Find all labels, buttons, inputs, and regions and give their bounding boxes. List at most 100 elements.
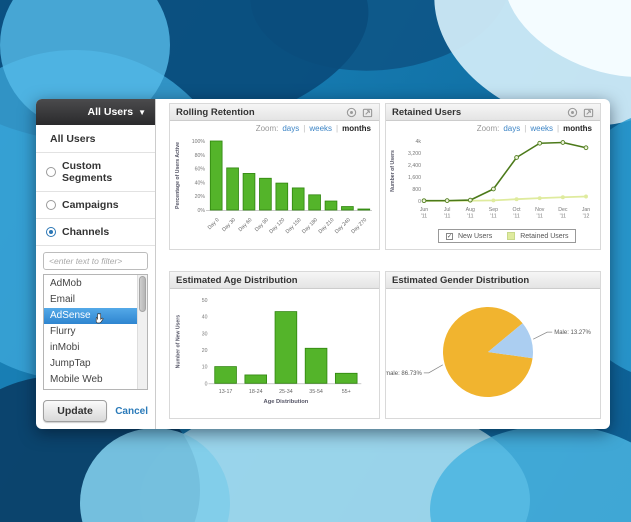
channel-list: AdMob Email AdSense Flurry inMobi JumpTap Mobi… [44, 276, 137, 388]
panel-header: Estimated Gender Distribution [386, 272, 600, 289]
retained-users-chart: 08001,6002,4003,2004kJun'11Jul'11Aug'11S… [390, 139, 590, 220]
svg-text:40%: 40% [195, 180, 206, 186]
zoom-prefix: Zoom: [476, 124, 500, 133]
svg-text:1,600: 1,600 [408, 175, 421, 181]
channel-item-admob[interactable]: AdMob [50, 278, 82, 289]
channel-item-flurry[interactable]: Flurry [50, 326, 76, 337]
svg-text:0%: 0% [198, 208, 206, 214]
zoom-separator: | [303, 124, 306, 133]
zoom-option-days[interactable]: days [503, 124, 521, 133]
channel-listbox: AdMob Email AdSense Flurry inMobi JumpTap Mobi… [43, 274, 148, 390]
chevron-down-icon: ▼ [138, 107, 146, 117]
svg-text:Day 120: Day 120 [268, 217, 286, 235]
svg-text:Dec: Dec [558, 207, 568, 213]
charts-grid: Rolling Retention Zoom: days | weeks | months… [169, 103, 601, 419]
svg-text:55+: 55+ [342, 389, 351, 395]
sidebar-item-all-users[interactable]: All Users [36, 125, 155, 153]
svg-text:Jul: Jul [444, 207, 451, 213]
svg-text:Day 240: Day 240 [334, 217, 352, 235]
panel-gender-distribution: Estimated Gender Distribution Male: 13.2… [385, 271, 601, 419]
zoom-option-days[interactable]: days [282, 124, 300, 133]
sidebar-item-channels[interactable]: Channels [36, 219, 155, 246]
svg-text:'11: '11 [421, 214, 427, 220]
age-distribution-chart: 0 10 20 30 40 50 13-17 18-24 25-34 35-54 55+ Number… [176, 298, 362, 405]
zoom-selector: Zoom: days | weeks | months [386, 121, 600, 134]
svg-text:'11: '11 [490, 214, 496, 220]
channel-item-jumptap[interactable]: JumpTap [50, 358, 91, 369]
panel-header: Rolling Retention [170, 104, 379, 121]
sidebar-item-custom-segments[interactable]: Custom Segments [36, 153, 155, 192]
all-users-label: All Users [50, 133, 96, 145]
svg-text:0: 0 [418, 199, 421, 205]
cancel-link[interactable]: Cancel [115, 405, 148, 417]
zoom-option-weeks[interactable]: weeks [309, 124, 333, 133]
sidebar-footer: Update Cancel [36, 390, 155, 422]
segment-dropdown[interactable]: All Users ▼ [36, 99, 155, 125]
settings-icon[interactable] [567, 107, 578, 118]
channel-item-mobile-web[interactable]: Mobile Web [50, 374, 103, 385]
svg-text:Sep: Sep [489, 207, 498, 213]
svg-text:Number of Users: Number of Users [390, 150, 396, 192]
svg-text:Male: 13.27%: Male: 13.27% [554, 330, 591, 336]
svg-text:800: 800 [412, 187, 421, 193]
channel-item-adsense[interactable]: AdSense [44, 308, 137, 324]
filter-field-wrap [36, 246, 155, 274]
zoom-option-months[interactable]: months [563, 124, 592, 133]
zoom-option-weeks[interactable]: weeks [530, 124, 554, 133]
svg-text:Age Distribution: Age Distribution [264, 399, 309, 405]
legend-label-retained-users: Retained Users [520, 232, 569, 240]
segment-label: Custom Segments [62, 160, 113, 184]
svg-text:Day 150: Day 150 [285, 217, 303, 235]
svg-text:Female: 86.73%: Female: 86.73% [386, 371, 422, 377]
radio-checked-icon[interactable] [46, 227, 56, 237]
svg-text:'11: '11 [560, 214, 566, 220]
svg-text:Number of New Users: Number of New Users [176, 315, 182, 369]
settings-icon[interactable] [346, 107, 357, 118]
svg-text:'11: '11 [537, 214, 543, 220]
svg-text:Day 180: Day 180 [301, 217, 319, 235]
update-button[interactable]: Update [43, 400, 108, 422]
svg-text:Day 210: Day 210 [318, 217, 336, 235]
svg-text:Day 270: Day 270 [350, 217, 368, 235]
panel-title: Retained Users [392, 106, 462, 118]
panel-title: Rolling Retention [176, 106, 255, 118]
radio-icon[interactable] [46, 167, 56, 177]
svg-text:Nov: Nov [535, 207, 545, 213]
svg-text:Jun: Jun [420, 207, 428, 213]
channel-item-inmobi[interactable]: inMobi [50, 342, 80, 353]
svg-text:50: 50 [202, 298, 208, 304]
scrollbar[interactable] [137, 275, 147, 389]
export-icon[interactable] [583, 107, 594, 118]
segment-label: Channels [62, 226, 110, 238]
panel-title: Estimated Age Distribution [176, 274, 298, 286]
panel-rolling-retention: Rolling Retention Zoom: days | weeks | months… [169, 103, 380, 250]
panel-header: Retained Users [386, 104, 600, 121]
svg-text:Day 60: Day 60 [238, 217, 254, 233]
scrollbar-thumb[interactable] [139, 276, 146, 312]
panel-header-icons [346, 107, 373, 118]
radio-icon[interactable] [46, 200, 56, 210]
checkbox-new-users[interactable]: ✓ [446, 232, 453, 240]
export-icon[interactable] [362, 107, 373, 118]
sidebar-item-campaigns[interactable]: Campaigns [36, 192, 155, 219]
gender-distribution-chart: Male: 13.27% Female: 86.73% [386, 307, 592, 397]
channel-item-email[interactable]: Email [50, 294, 76, 305]
svg-text:3,200: 3,200 [408, 151, 421, 157]
svg-text:80%: 80% [195, 153, 206, 159]
checkbox-retained-users[interactable] [507, 232, 516, 240]
svg-text:'11: '11 [444, 214, 450, 220]
svg-text:30: 30 [202, 331, 208, 337]
svg-text:2,400: 2,400 [408, 163, 421, 169]
svg-text:18-24: 18-24 [249, 389, 263, 395]
svg-text:4k: 4k [416, 139, 422, 145]
channel-filter-input[interactable] [43, 252, 148, 270]
svg-text:Aug: Aug [466, 207, 475, 213]
zoom-separator: | [524, 124, 527, 133]
svg-text:'12: '12 [583, 214, 590, 220]
zoom-option-months[interactable]: months [342, 124, 371, 133]
svg-text:25-34: 25-34 [279, 389, 293, 395]
segment-dropdown-label: All Users [87, 106, 134, 118]
svg-text:13-17: 13-17 [219, 389, 233, 395]
svg-text:'11: '11 [467, 214, 473, 220]
analytics-dashboard: All Users ▼ All Users Custom Segments Cam… [36, 99, 610, 429]
